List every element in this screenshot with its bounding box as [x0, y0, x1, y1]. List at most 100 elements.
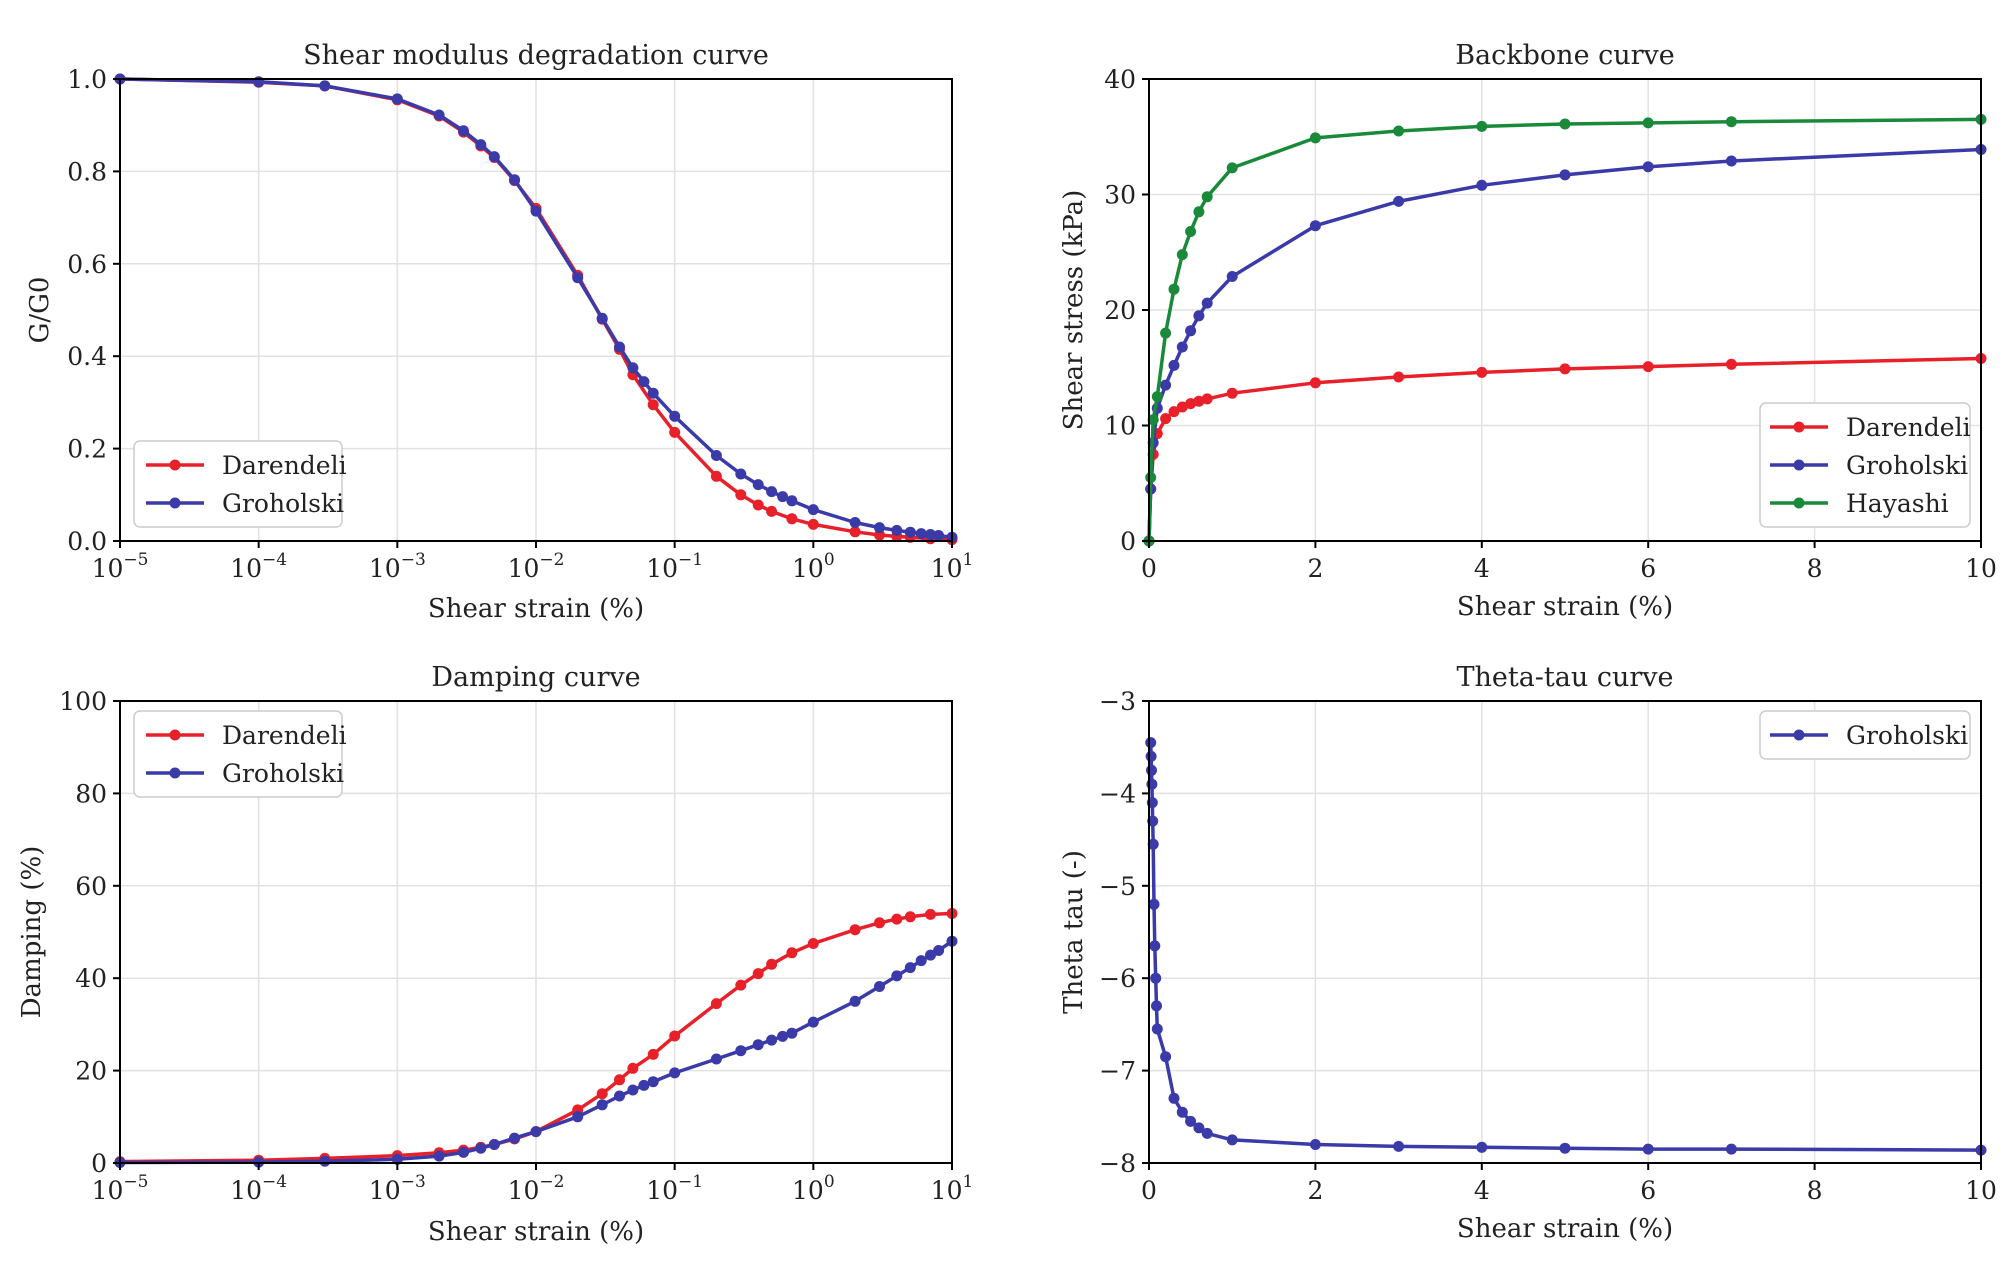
data-point-groholski: [777, 491, 789, 503]
x-tick-label: 4: [1474, 554, 1490, 583]
data-point-groholski: [488, 151, 500, 163]
y-axis-label: Shear stress (kPa): [1059, 190, 1089, 431]
data-point-darendeli: [1309, 377, 1321, 389]
data-point-groholski: [596, 312, 608, 324]
legend: Darendeli Groholski Hayashi: [1759, 402, 1971, 528]
x-tick-label: 10−3: [369, 1172, 426, 1205]
series: [1145, 737, 1987, 1156]
data-point-groholski: [1151, 1000, 1162, 1012]
data-point-darendeli: [1559, 363, 1571, 375]
y-tick-label: 0.8: [67, 157, 107, 186]
x-tick-label: 6: [1640, 1176, 1656, 1205]
data-point-groholski: [1168, 359, 1180, 371]
data-point-hayashi: [1145, 472, 1157, 483]
x-axis-label: Shear strain (%): [428, 594, 644, 624]
legend-box: [133, 710, 343, 798]
data-point-darendeli: [1201, 393, 1213, 405]
data-point-groholski: [1476, 179, 1488, 191]
legend-label-darendeli: Darendeli: [1846, 413, 1971, 442]
data-point-groholski: [710, 1053, 722, 1065]
series: [114, 73, 958, 546]
legend-marker-darendeli: [1793, 421, 1805, 433]
data-point-darendeli: [627, 1062, 639, 1074]
data-point-groholski: [925, 529, 936, 540]
series: [114, 908, 958, 1168]
data-point-groholski: [1393, 1140, 1405, 1152]
y-tick-label: 40: [75, 964, 107, 993]
x-tick-label: 10−5: [92, 550, 149, 583]
data-point-groholski: [786, 495, 798, 507]
y-tick-label: 40: [1104, 65, 1136, 94]
x-tick-label: 2: [1307, 1176, 1323, 1205]
data-point-groholski: [1151, 1023, 1163, 1035]
data-point-groholski: [1146, 764, 1157, 776]
data-point-groholski: [1201, 1127, 1213, 1139]
data-point-groholski: [933, 530, 945, 541]
data-point-groholski: [752, 1039, 764, 1051]
data-point-groholski: [915, 955, 927, 967]
data-point-groholski: [509, 1132, 520, 1144]
data-point-groholski: [1642, 1143, 1654, 1155]
data-point-darendeli: [752, 968, 764, 980]
data-point-groholski: [1145, 737, 1157, 749]
data-point-groholski: [710, 450, 722, 461]
chart-title: Theta-tau curve: [1456, 662, 1673, 693]
y-tick-label: 20: [1104, 296, 1136, 325]
data-point-groholski: [915, 528, 927, 540]
ticks: 10−5 10−4 10−3 10−2 10−1 100 101 0.0 0.2 0.4 0.6 0.…: [67, 65, 973, 583]
x-tick-label: 100: [792, 1172, 835, 1205]
data-point-groholski: [1145, 750, 1157, 762]
data-point-darendeli: [710, 998, 722, 1010]
x-axis-label: Shear strain (%): [1457, 1214, 1673, 1244]
data-point-darendeli: [735, 979, 747, 991]
x-tick-label: 10−1: [646, 550, 703, 583]
data-point-darendeli: [807, 938, 819, 949]
data-point-hayashi: [1168, 283, 1180, 295]
panel-theta-tau: 0 2 4 6 8 10 −8 −7 −6 −5 −4 −3 Theta-tau curve Shea…: [1059, 662, 1997, 1244]
data-point-groholski: [475, 139, 487, 151]
data-point-darendeli: [596, 1088, 608, 1100]
x-tick-label: 101: [931, 550, 974, 583]
data-point-darendeli: [1476, 366, 1488, 378]
data-point-groholski: [1147, 838, 1159, 850]
data-point-groholski: [1148, 898, 1160, 910]
data-point-hayashi: [1393, 125, 1405, 137]
legend-label-darendeli: Darendeli: [222, 451, 347, 480]
data-point-darendeli: [752, 499, 764, 511]
y-tick-label: −3: [1099, 687, 1136, 716]
y-tick-label: 80: [75, 779, 107, 808]
data-point-groholski: [766, 486, 778, 498]
data-point-darendeli: [904, 911, 916, 923]
legend-label-groholski: Groholski: [1846, 721, 1968, 750]
y-axis-label: Theta tau (-): [1059, 850, 1089, 1014]
data-point-darendeli: [849, 924, 861, 936]
series-line-groholski: [1148, 742, 1982, 1152]
y-tick-label: −6: [1099, 964, 1136, 993]
y-tick-label: 1.0: [67, 65, 107, 94]
data-point-groholski: [614, 341, 625, 353]
data-point-groholski: [904, 962, 916, 974]
y-tick-label: 0.4: [67, 342, 107, 371]
x-tick-label: 10: [1965, 1176, 1997, 1205]
series: [1143, 113, 1987, 547]
legend-marker-darendeli: [169, 459, 181, 471]
data-point-hayashi: [1151, 391, 1163, 403]
data-point-groholski: [766, 1034, 778, 1046]
data-point-groholski: [1559, 169, 1571, 181]
data-point-groholski: [786, 1027, 798, 1039]
x-tick-label: 101: [931, 1172, 974, 1205]
data-point-groholski: [669, 1067, 681, 1079]
data-point-darendeli: [891, 913, 903, 925]
data-point-groholski: [891, 524, 903, 536]
data-point-groholski: [735, 1045, 747, 1057]
data-point-groholski: [1160, 1051, 1172, 1063]
data-point-darendeli: [766, 958, 778, 970]
legend-marker-hayashi: [1793, 497, 1805, 509]
data-point-groholski: [849, 995, 861, 1007]
data-point-groholski: [1185, 1115, 1197, 1127]
data-point-darendeli: [1393, 371, 1405, 383]
data-point-groholski: [1150, 972, 1162, 984]
data-point-groholski: [777, 1030, 789, 1042]
data-point-groholski: [572, 272, 584, 284]
data-point-darendeli: [1176, 401, 1188, 413]
